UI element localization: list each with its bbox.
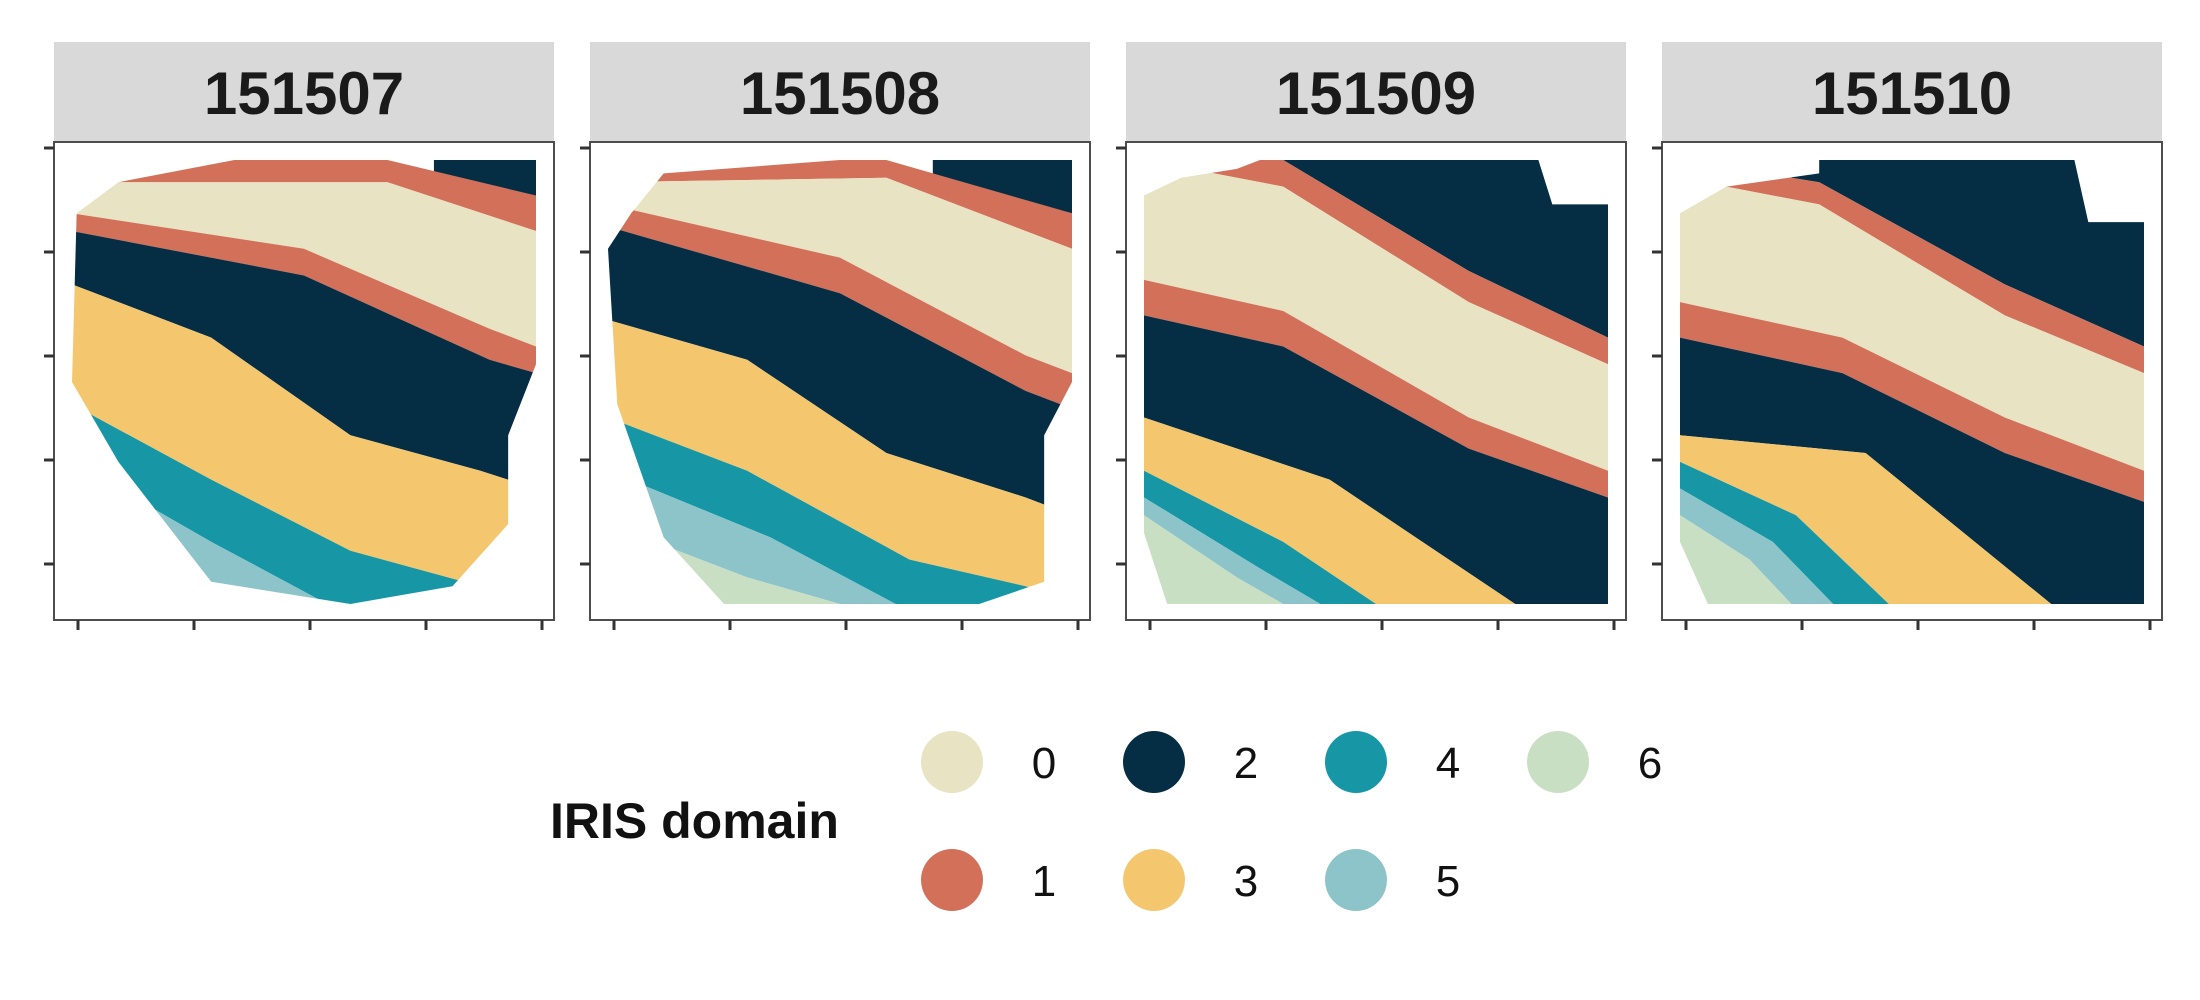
legend-key-3: 3 bbox=[1123, 849, 1258, 911]
strip-title: 151509 bbox=[1276, 60, 1476, 127]
legend-label: 4 bbox=[1436, 739, 1460, 788]
legend-swatch bbox=[1325, 849, 1387, 911]
legend-swatch bbox=[1527, 731, 1589, 793]
domain-1-region bbox=[1144, 279, 1608, 498]
legend: IRIS domain 0 1 2 3 4 5 6 bbox=[550, 731, 1662, 911]
domain-4-region bbox=[608, 417, 1072, 604]
domain-4-region bbox=[1144, 470, 1608, 604]
legend-key-1: 1 bbox=[921, 849, 1056, 911]
strip-background bbox=[1126, 42, 1626, 142]
domain-1-region bbox=[1680, 160, 2144, 374]
domain-1-region bbox=[1680, 302, 2144, 502]
legend-label: 3 bbox=[1234, 857, 1258, 906]
domain-regions bbox=[1680, 160, 2144, 604]
panel-border bbox=[53, 141, 555, 621]
domain-regions bbox=[608, 160, 1072, 604]
strip-background bbox=[590, 42, 1090, 142]
panel-border bbox=[1125, 141, 1627, 621]
domain-4-region bbox=[72, 404, 536, 604]
strip-title: 151507 bbox=[204, 60, 404, 127]
legend-key-0: 0 bbox=[921, 731, 1056, 793]
domain-6-region bbox=[608, 524, 1072, 604]
legend-label: 1 bbox=[1032, 857, 1056, 906]
domain-2-region bbox=[1680, 160, 2144, 347]
domain-6-region bbox=[1144, 515, 1608, 604]
domain-5-region bbox=[608, 470, 1072, 604]
legend-title: IRIS domain bbox=[550, 793, 839, 849]
domain-5-region bbox=[1680, 488, 2144, 604]
legend-key-6: 6 bbox=[1527, 731, 1662, 793]
domain-5-region bbox=[1144, 497, 1608, 604]
facet-panel-151509: 151509 bbox=[1116, 42, 1627, 630]
legend-swatch bbox=[1123, 849, 1185, 911]
strip-title: 151510 bbox=[1812, 60, 2012, 127]
domain-2-region bbox=[1144, 315, 1608, 604]
legend-label: 2 bbox=[1234, 739, 1258, 788]
domain-6-region bbox=[1680, 515, 2144, 604]
strip-background bbox=[1662, 42, 2162, 142]
facet-panel-151507: 151507 bbox=[44, 42, 555, 630]
legend-swatch bbox=[1325, 731, 1387, 793]
legend-key-2: 2 bbox=[1123, 731, 1258, 793]
domain-0-region bbox=[1680, 177, 2144, 471]
domain-3-region bbox=[72, 284, 536, 604]
legend-key-4: 4 bbox=[1325, 731, 1460, 793]
domain-2-region bbox=[1144, 160, 1608, 338]
legend-swatch bbox=[1123, 731, 1185, 793]
domain-1-region bbox=[608, 204, 1072, 409]
domain-1-region bbox=[72, 213, 536, 374]
legend-key-5: 5 bbox=[1325, 849, 1460, 911]
domain-0-region bbox=[72, 182, 536, 347]
domain-4-region bbox=[1680, 461, 2144, 604]
domain-regions bbox=[1144, 160, 1608, 604]
domain-2-region bbox=[1680, 337, 2144, 604]
domain-3-region bbox=[1144, 417, 1608, 604]
domain-0-region bbox=[1144, 160, 1608, 471]
domain-1-region bbox=[608, 160, 1072, 249]
legend-label: 0 bbox=[1032, 739, 1056, 788]
domain-2-region bbox=[72, 231, 536, 489]
facet-panel-151508: 151508 bbox=[580, 42, 1091, 630]
strip-title: 151508 bbox=[740, 60, 940, 127]
facet-panels: 151507 151508 151509 151510 bbox=[44, 42, 2163, 630]
strip-background bbox=[54, 42, 554, 142]
facet-panel-151510: 151510 bbox=[1652, 42, 2163, 630]
domain-3-region bbox=[608, 319, 1072, 604]
legend-swatch bbox=[921, 731, 983, 793]
domain-0-region bbox=[608, 177, 1072, 374]
legend-label: 5 bbox=[1436, 857, 1460, 906]
domain-2-region bbox=[608, 226, 1072, 516]
panel-border bbox=[589, 141, 1091, 621]
domain-2-region bbox=[932, 160, 1072, 214]
domain-1-region bbox=[72, 160, 536, 232]
legend-keys: 0 1 2 3 4 5 6 bbox=[921, 731, 1662, 911]
legend-label: 6 bbox=[1638, 739, 1662, 788]
domain-3-region bbox=[1680, 435, 2144, 604]
panel-border bbox=[1661, 141, 2163, 621]
legend-swatch bbox=[921, 849, 983, 911]
